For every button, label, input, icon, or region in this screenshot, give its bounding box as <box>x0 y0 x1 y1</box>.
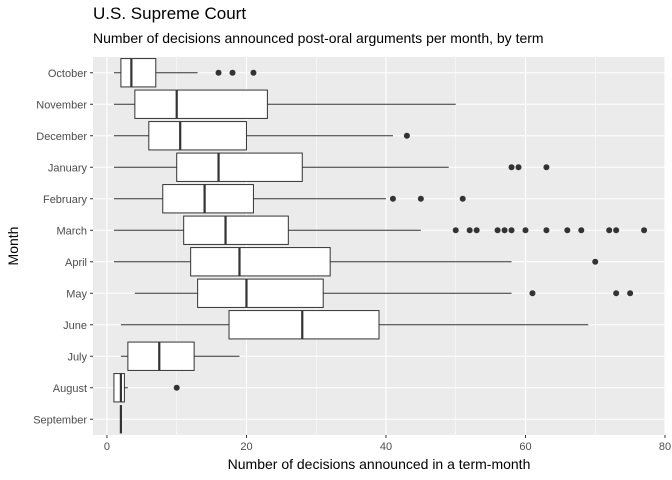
outlier-point <box>627 290 634 297</box>
outlier-point <box>452 227 459 234</box>
box-iqr <box>197 278 324 308</box>
box-iqr <box>134 89 268 119</box>
outlier-point <box>508 227 515 234</box>
outlier-point <box>564 227 571 234</box>
outlier-point <box>641 227 648 234</box>
outlier-point <box>613 227 620 234</box>
y-tick-label: July <box>67 351 87 363</box>
x-tick-label: 20 <box>240 441 252 453</box>
box-iqr <box>120 58 157 88</box>
y-tick-label: September <box>33 414 87 426</box>
y-axis-title: Month <box>5 227 21 266</box>
box-iqr <box>176 152 303 182</box>
x-axis-title: Number of decisions announced in a term-… <box>228 456 531 472</box>
outlier-point <box>494 227 501 234</box>
y-tick-label: May <box>66 288 87 300</box>
outlier-point <box>522 227 529 234</box>
box-iqr <box>190 247 331 277</box>
outlier-point <box>403 132 410 139</box>
plot-panel <box>93 57 665 435</box>
y-tick-label: June <box>63 320 87 332</box>
chart-subtitle: Number of decisions announced post-oral … <box>93 30 544 46</box>
y-tick-label: August <box>53 383 87 395</box>
y-tick-label: December <box>36 131 87 143</box>
y-tick-label: March <box>56 225 87 237</box>
outlier-point <box>543 164 550 171</box>
box-layer <box>113 58 648 434</box>
outlier-point <box>229 69 236 76</box>
outlier-point <box>215 69 222 76</box>
outlier-point <box>466 227 473 234</box>
outlier-point <box>606 227 613 234</box>
box-iqr <box>148 121 247 151</box>
y-tick-label: January <box>48 162 88 174</box>
outlier-point <box>250 69 257 76</box>
y-tick-label: October <box>48 68 87 80</box>
outlier-point <box>417 195 424 202</box>
outlier-point <box>389 195 396 202</box>
axis-layer: 0 20 40 60 80 October November December January F… <box>33 68 671 453</box>
outlier-point <box>515 164 522 171</box>
x-tick-label: 40 <box>380 441 392 453</box>
box-iqr <box>183 215 289 245</box>
box-iqr <box>127 341 195 371</box>
y-tick-label: February <box>43 194 88 206</box>
box-iqr <box>162 184 254 214</box>
x-tick-label: 60 <box>519 441 531 453</box>
y-tick-label: November <box>36 99 87 111</box>
outlier-point <box>578 227 585 234</box>
outlier-point <box>459 195 466 202</box>
x-tick-label: 0 <box>104 441 110 453</box>
outlier-point <box>173 384 180 391</box>
x-tick-label: 80 <box>659 441 671 453</box>
y-tick-label: April <box>65 257 87 269</box>
outlier-point <box>473 227 480 234</box>
outlier-point <box>543 227 550 234</box>
chart-title: U.S. Supreme Court <box>93 4 247 23</box>
outlier-point <box>501 227 508 234</box>
outlier-point <box>508 164 515 171</box>
outlier-point <box>529 290 536 297</box>
box-iqr <box>228 310 380 340</box>
outlier-point <box>613 290 620 297</box>
outlier-point <box>592 258 599 265</box>
box-iqr <box>113 373 125 403</box>
